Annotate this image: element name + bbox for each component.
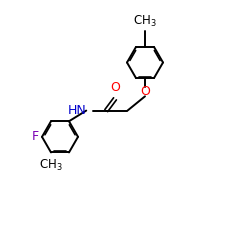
Text: CH$_3$: CH$_3$ — [39, 158, 63, 173]
Text: HN: HN — [68, 104, 86, 117]
Text: F: F — [32, 130, 39, 143]
Text: O: O — [140, 85, 150, 98]
Text: O: O — [110, 81, 120, 94]
Text: CH$_3$: CH$_3$ — [133, 14, 157, 29]
